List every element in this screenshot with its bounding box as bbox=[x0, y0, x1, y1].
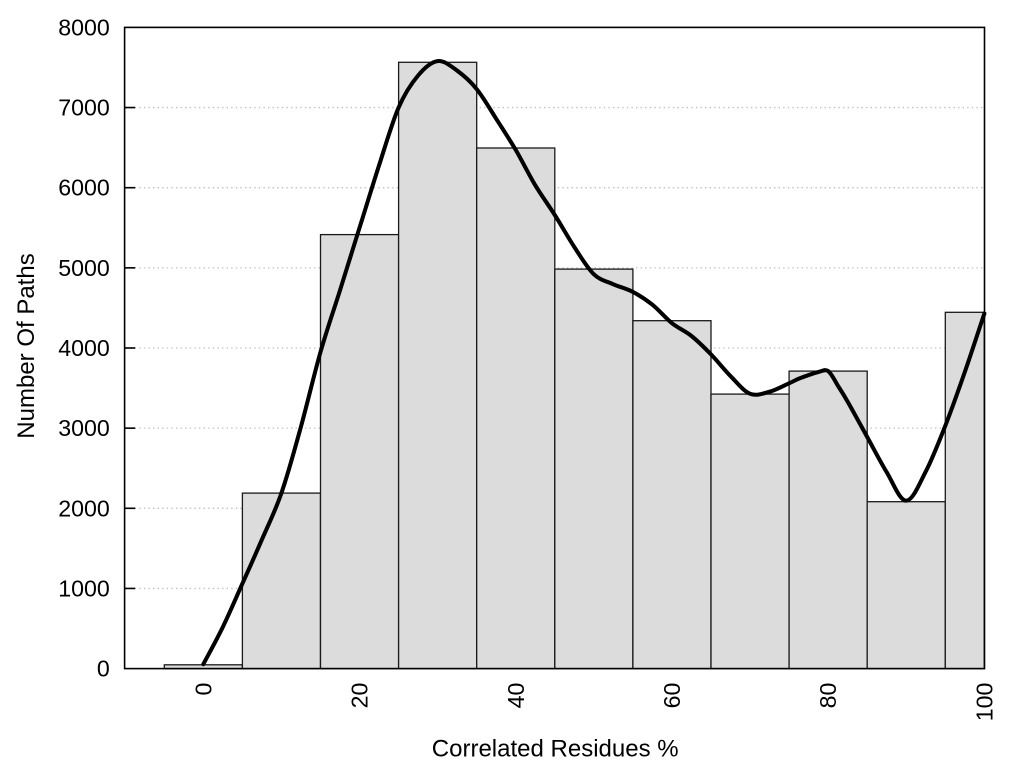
svg-text:1000: 1000 bbox=[58, 575, 110, 601]
svg-text:6000: 6000 bbox=[58, 175, 110, 201]
svg-text:40: 40 bbox=[503, 683, 529, 709]
svg-text:80: 80 bbox=[815, 683, 841, 709]
svg-text:8000: 8000 bbox=[58, 14, 110, 40]
svg-text:0: 0 bbox=[190, 683, 216, 696]
svg-text:4000: 4000 bbox=[58, 335, 110, 361]
svg-text:2000: 2000 bbox=[58, 495, 110, 521]
svg-text:20: 20 bbox=[347, 683, 373, 709]
svg-text:Number Of Paths: Number Of Paths bbox=[13, 253, 40, 438]
svg-text:7000: 7000 bbox=[58, 95, 110, 121]
svg-text:5000: 5000 bbox=[58, 255, 110, 281]
svg-text:100: 100 bbox=[971, 683, 997, 722]
svg-text:3000: 3000 bbox=[58, 415, 110, 441]
svg-text:0: 0 bbox=[97, 656, 110, 682]
svg-text:60: 60 bbox=[659, 683, 685, 709]
svg-text:Correlated Residues %: Correlated Residues % bbox=[432, 736, 679, 763]
